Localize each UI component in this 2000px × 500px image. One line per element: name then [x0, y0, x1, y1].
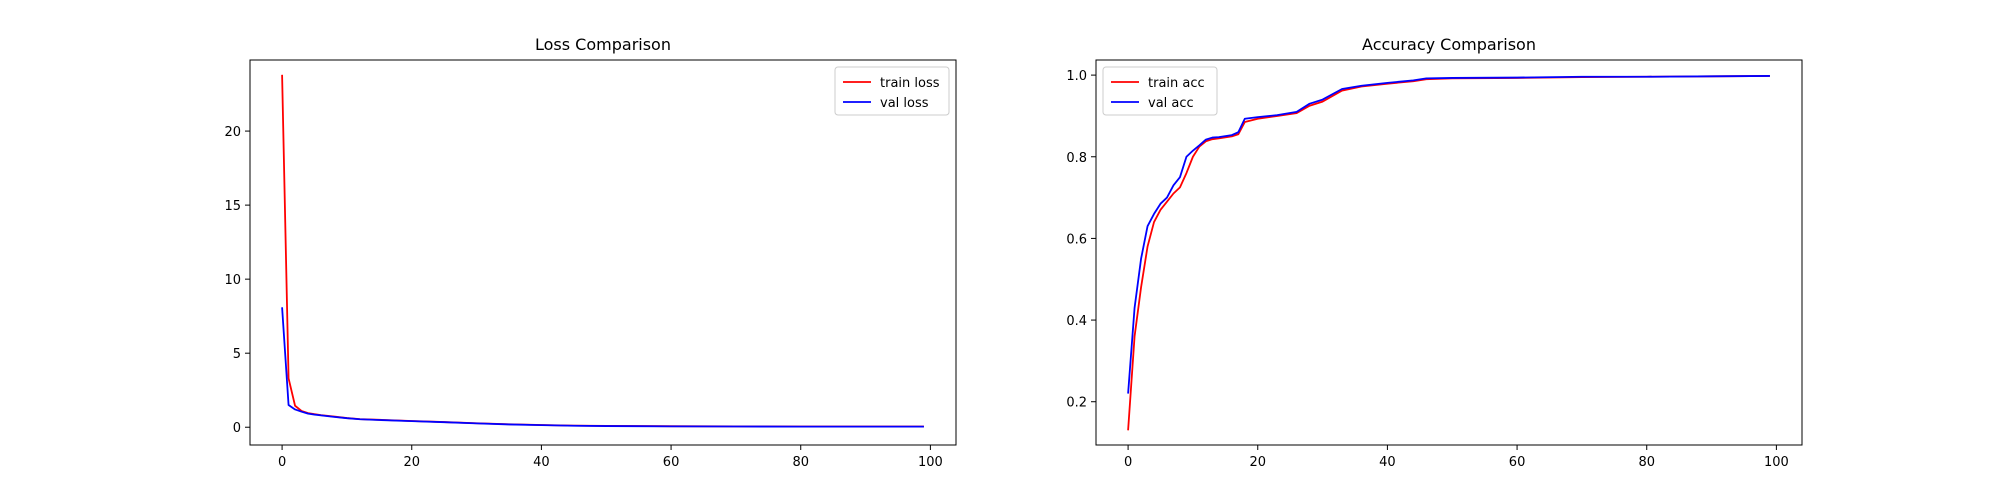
legend-label: train acc [1148, 76, 1205, 91]
x-tick-label: 40 [1379, 455, 1396, 470]
y-tick-label: 15 [224, 199, 241, 214]
legend: train loss val loss [834, 66, 950, 116]
x-tick-label: 0 [278, 455, 286, 470]
legend-box [834, 66, 950, 116]
x-tick-label: 100 [918, 455, 943, 470]
legend: train acc val acc [1102, 66, 1218, 116]
legend-label: val acc [1148, 96, 1194, 111]
y-tick-label: 0.2 [1066, 396, 1087, 411]
y-tick-label: 5 [233, 347, 241, 362]
y-tick-label: 20 [224, 125, 241, 140]
x-tick-label: 20 [403, 455, 420, 470]
accuracy-comparison-chart: Accuracy Comparison 0 20 40 60 80 100 0.2 0.4 0.6… [1066, 35, 1803, 470]
y-tick-label: 0.6 [1066, 232, 1087, 247]
y-tick-label: 0.4 [1066, 314, 1087, 329]
x-tick-label: 80 [792, 455, 809, 470]
x-tick-label: 0 [1124, 455, 1132, 470]
series-line-val-acc [1127, 75, 1770, 394]
x-tick-label: 100 [1764, 455, 1789, 470]
chart-title: Accuracy Comparison [1362, 35, 1536, 54]
x-tick-label: 80 [1638, 455, 1655, 470]
y-tick-label: 0 [233, 421, 241, 436]
x-tick-label: 60 [1509, 455, 1526, 470]
y-tick-label: 0.8 [1066, 151, 1087, 166]
x-tick-label: 60 [663, 455, 680, 470]
legend-label: val loss [880, 96, 929, 111]
chart-title: Loss Comparison [535, 35, 671, 54]
series-line-val-loss [281, 307, 924, 428]
plot-frame [249, 59, 957, 446]
loss-comparison-chart: Loss Comparison 0 20 40 60 80 100 0 5 10 15 20 train… [224, 35, 957, 470]
x-tick-label: 40 [533, 455, 550, 470]
series-line-train-acc [1127, 75, 1770, 431]
y-tick-label: 10 [224, 273, 241, 288]
y-tick-label: 1.0 [1066, 69, 1087, 84]
x-tick-label: 20 [1249, 455, 1266, 470]
legend-label: train loss [880, 76, 940, 91]
series-line-train-loss [281, 74, 924, 428]
plot-frame [1095, 59, 1803, 446]
legend-box [1102, 66, 1218, 116]
